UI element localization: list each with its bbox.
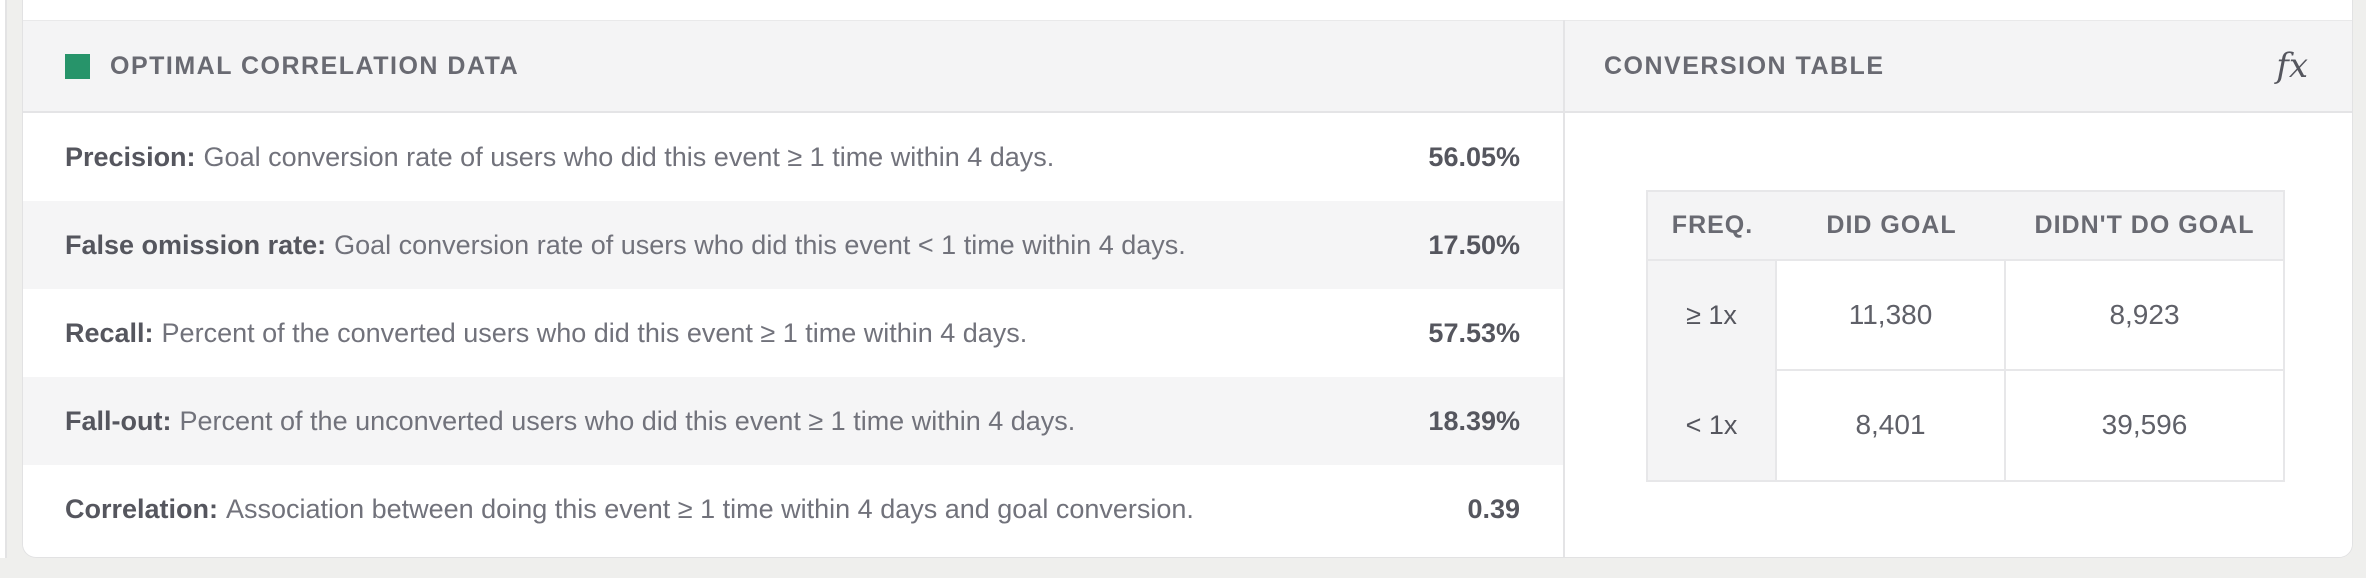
metric-value: 17.50% [1428, 229, 1520, 260]
metric-description: Percent of the unconverted users who did… [179, 405, 1076, 436]
metric-label: Correlation: [65, 493, 219, 524]
metric-row-precision: Precision: Goal conversion rate of users … [23, 113, 1563, 201]
metric-description: Goal conversion rate of users who did th… [203, 141, 1055, 172]
event-color-swatch-icon [65, 53, 90, 79]
metric-row-recall: Recall: Percent of the converted users wh… [23, 289, 1563, 377]
freq-cell: < 1x [1648, 370, 1777, 480]
optimal-correlation-title: OPTIMAL CORRELATION DATA [110, 51, 520, 80]
metric-value: 57.53% [1428, 317, 1520, 348]
metric-label: Recall: [65, 317, 154, 348]
column-header-didnt-do-goal: DIDN'T DO GOAL [2006, 192, 2283, 261]
didnt-do-goal-cell: 39,596 [2006, 370, 2283, 480]
conversion-table-title: CONVERSION TABLE [1604, 51, 1885, 80]
metric-row-correlation: Correlation: Association between doing th… [23, 465, 1563, 553]
metric-description: Association between doing this event ≥ 1… [226, 493, 1194, 524]
correlation-card: OPTIMAL CORRELATION DATA CONVERSION TABL… [22, 0, 2353, 558]
did-goal-cell: 8,401 [1777, 370, 2006, 480]
metric-value: 18.39% [1428, 405, 1520, 436]
conversion-table-header: CONVERSION TABLE fx [1563, 21, 2352, 111]
metric-label: Fall-out: [65, 405, 172, 436]
metric-label: False omission rate: [65, 229, 327, 260]
panel-divider [1563, 20, 1565, 557]
card-content: Precision: Goal conversion rate of users … [23, 113, 2352, 557]
metric-row-false-omission: False omission rate: Goal conversion rate… [23, 201, 1563, 289]
freq-cell: ≥ 1x [1648, 261, 1777, 371]
metrics-panel: Precision: Goal conversion rate of users … [23, 113, 1563, 557]
conversion-panel: FREQ. DID GOAL DIDN'T DO GOAL ≥ 1x 11,38… [1565, 113, 2352, 557]
metric-value: 0.39 [1467, 493, 1520, 524]
metric-value: 56.05% [1428, 141, 1520, 172]
adjacent-card-edge [0, 0, 7, 558]
column-header-freq: FREQ. [1648, 192, 1777, 261]
formula-fx-icon[interactable]: fx [2276, 46, 2308, 86]
did-goal-cell: 11,380 [1777, 261, 2006, 371]
optimal-correlation-header: OPTIMAL CORRELATION DATA [23, 21, 1563, 111]
metric-row-fall-out: Fall-out: Percent of the unconverted user… [23, 377, 1563, 465]
section-header-band: OPTIMAL CORRELATION DATA CONVERSION TABL… [23, 20, 2352, 113]
didnt-do-goal-cell: 8,923 [2006, 261, 2283, 371]
metric-description: Goal conversion rate of users who did th… [334, 229, 1186, 260]
metric-label: Precision: [65, 141, 196, 172]
metric-description: Percent of the converted users who did t… [161, 317, 1028, 348]
conversion-table: FREQ. DID GOAL DIDN'T DO GOAL ≥ 1x 11,38… [1646, 190, 2285, 482]
column-header-did-goal: DID GOAL [1777, 192, 2006, 261]
